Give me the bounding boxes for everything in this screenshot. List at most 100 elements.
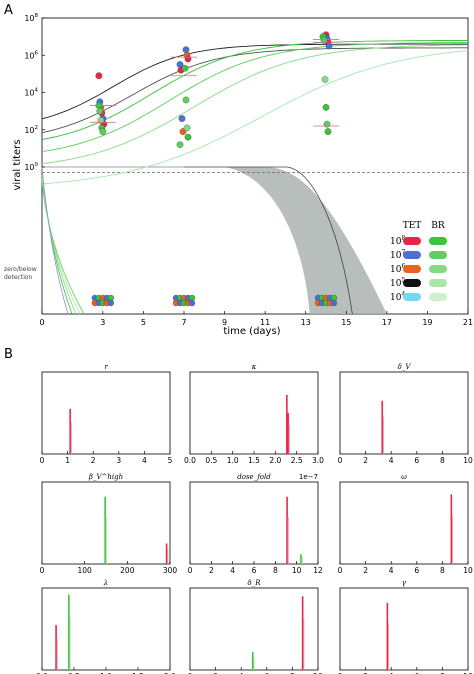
histogram-tick-label: 1.0 [100,672,112,674]
legend-exponent: 8 [401,235,405,242]
x-tick-label: 17 [382,318,392,327]
histogram-tick-label: 0.5 [205,456,217,465]
growth-curve [41,42,468,153]
histogram-tick-label: 8 [440,456,445,465]
histogram-tick-label: 2 [213,672,218,674]
x-tick-label: 13 [301,318,311,327]
growth-curve [41,50,469,185]
histogram-tick-label: 6 [414,566,419,575]
histogram-tick-label: 300 [163,566,178,575]
legend-swatch-tet [403,293,421,301]
histogram-tick-label: 3 [116,456,121,465]
histogram-label: δ_V [398,363,412,371]
histogram-grid: r0 1 2 3 4 5κ0.0 0.5 1.0 1.5 2.0 2.5 3.0δ_V0 2 4 6 8 10β… [36,363,473,674]
data-point [324,128,332,135]
histogram-tick-label: 0 [338,456,343,465]
histogram-tick-label: 2 [91,456,96,465]
histogram-label: λ [103,579,108,587]
decay-curve-initial [41,182,85,315]
histogram-tick-label: 1.5 [132,672,144,674]
histogram-tick-label: 8 [290,672,295,674]
histogram-tick-label: 2 [363,456,368,465]
histogram-tick-label: 4 [389,566,394,575]
histogram-tick-label: 0 [40,456,45,465]
histogram-tick-label: 10 [463,456,473,465]
histogram-tick-label: 0.0 [36,672,48,674]
histogram-frame [339,481,469,565]
histogram-tick-label: 6 [252,566,257,575]
data-point [322,104,330,111]
legend-exponent: 4 [401,291,405,298]
data-point [321,76,329,83]
data-point-zero [188,299,196,307]
histogram-tick-label: 0.0 [184,456,196,465]
histogram-label: ω [401,473,407,481]
y-tick-label: 104 [24,88,38,98]
decay-curve-initial [41,166,69,315]
data-point-zero [107,299,115,307]
histogram-tick-label: 10 [463,672,473,674]
x-tick-label: 15 [341,318,351,327]
decay-curve-initial [41,174,77,315]
histogram-tick-label: 8 [440,566,445,575]
histogram-tick-label: 2 [363,672,368,674]
data-point [184,133,192,141]
histogram-tick-label: 2 [363,566,368,575]
legend-swatch-tet [403,265,421,273]
histogram-tick-label: 2 [209,566,214,575]
histogram-tick-label: 0 [188,566,193,575]
legend-swatch-tet [403,237,421,245]
histogram-tick-label: 8 [440,672,445,674]
histogram-tick-label: 2.5 [291,456,303,465]
y-tick-exponent: 8 [35,13,39,19]
histogram-tick-label: 6 [264,672,269,674]
histogram-frame [189,481,319,565]
histogram-tick-label: 4 [142,456,147,465]
legend-swatch-br [429,293,447,301]
histogram-tick-label: 0 [188,672,193,674]
data-point [178,115,186,122]
data-point [176,141,184,148]
data-point [183,124,191,132]
y-tick-exponent: 2 [35,125,39,131]
histogram-tick-label: 2.0 [269,456,281,465]
timecourse-plot: 0 3 5 7 9 11 13 15 17 19 21 108 106 104 102 100 [24,13,473,327]
legend-swatch-br [429,237,447,245]
histogram-frame [189,587,319,671]
y-tick-exponent: 4 [35,88,39,94]
histogram-tick-label: 4 [389,456,394,465]
histogram-frame [339,587,469,671]
histogram-tick-label: 4 [230,566,235,575]
histogram-frame [41,587,171,671]
y-tick-label: 102 [24,125,38,135]
legend-exponent: 5 [401,277,405,284]
data-point [96,107,104,115]
panel-a-letter: A [4,3,13,18]
histogram-label: δ_R [248,579,262,587]
x-tick-label: 11 [260,318,270,327]
y-axis-label: viral titers [12,140,23,191]
histogram-tick-label: 3.0 [312,456,324,465]
growth-curve [41,44,469,165]
histogram-tick-label: 6 [414,672,419,674]
data-point-zero [330,299,338,307]
x-tick-label: 21 [463,318,473,327]
legend-swatch-br [429,265,447,273]
histogram-tick-label: 200 [120,566,135,575]
data-point [325,42,333,50]
zero-label-line1: zero/below [4,266,37,273]
x-tick-label: 19 [422,318,432,327]
histogram-label: r [104,363,108,371]
growth-curve [41,39,469,140]
y-tick-label: 100 [24,162,38,172]
histogram-tick-label: 1.5 [248,456,260,465]
histogram-label: γ [402,579,407,587]
histogram-label: β_V^high [88,473,123,481]
y-tick-exponent: 0 [35,162,39,168]
y-tick-label: 108 [24,13,38,23]
histogram-frame [41,371,171,455]
histogram-tick-label: 10 [463,566,473,575]
histogram-label: κ [251,363,257,371]
histogram-tick-label: 8 [273,566,278,575]
